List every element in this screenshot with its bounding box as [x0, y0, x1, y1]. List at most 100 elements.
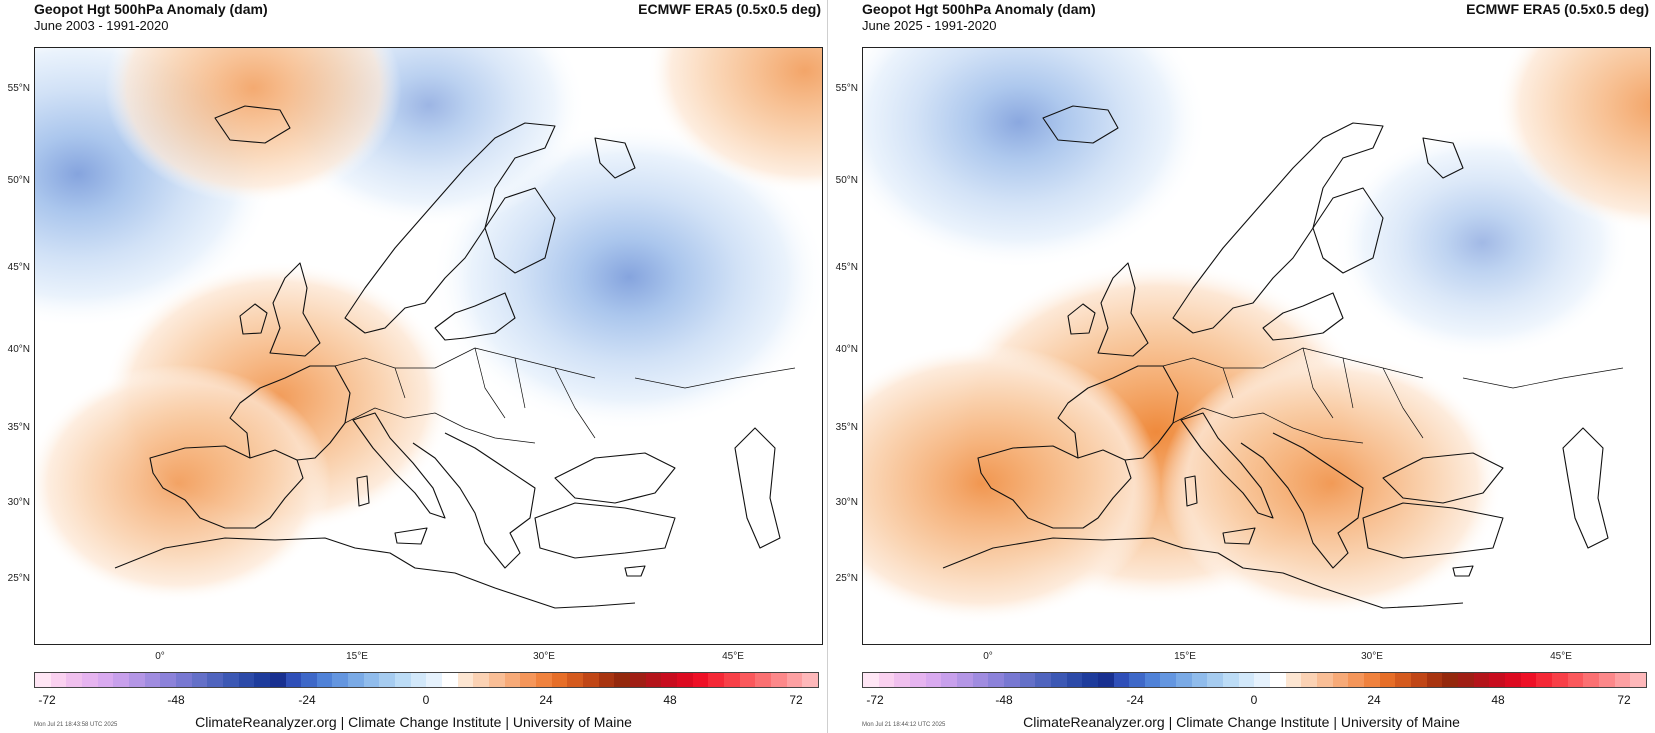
colorbar-swatch [160, 673, 176, 687]
colorbar-tick: 24 [1367, 693, 1381, 707]
colorbar-swatch [645, 673, 662, 687]
negative-anomaly-area [863, 48, 1208, 270]
colorbar-swatch [316, 673, 333, 687]
colorbar-swatch [81, 673, 98, 687]
coastline-sicily [1222, 527, 1256, 545]
lat-label-55n: 55°N [7, 83, 30, 94]
colorbar-tick: 24 [539, 693, 553, 707]
coastline-north-africa [942, 537, 1464, 609]
colorbar-swatch [457, 673, 474, 687]
colorbar-swatch [113, 673, 129, 687]
colorbar-tick: -24 [298, 693, 316, 707]
colorbar-swatch [692, 673, 709, 687]
colorbar-swatch [941, 673, 957, 687]
colorbar-swatch [1551, 673, 1568, 687]
colorbar-swatch [708, 673, 724, 687]
colorbar-swatch [755, 673, 771, 687]
colorbar-swatch [1410, 673, 1427, 687]
colorbar-tick: -24 [1126, 693, 1144, 707]
colorbar-swatch [1457, 673, 1474, 687]
colorbar-swatch [269, 673, 286, 687]
lon-label-0: 0° [155, 651, 165, 662]
colorbar-swatch [1489, 673, 1505, 687]
coastlines [942, 105, 1624, 609]
data-source-label: ECMWF ERA5 (0.5x0.5 deg) [1466, 1, 1649, 17]
colorbar-swatch [567, 673, 583, 687]
coastline-iberia [149, 445, 304, 529]
colorbar-tick: 0 [1250, 693, 1258, 707]
colorbar-swatch [35, 673, 51, 687]
colorbar-swatch [1003, 673, 1020, 687]
colorbar-swatch [191, 673, 208, 687]
colorbar-swatch [972, 673, 989, 687]
colorbar-swatch [50, 673, 67, 687]
colorbar-tick: 72 [1617, 693, 1631, 707]
render-timestamp: Mon Jul 21 18:44:12 UTC 2025 [862, 722, 946, 728]
colorbar-swatch [1176, 673, 1192, 687]
positive-anomaly-area [647, 48, 822, 194]
lat-label-45n: 45°N [7, 262, 30, 273]
border-lines [334, 347, 796, 444]
coastline-caspian [1562, 427, 1609, 549]
lon-label-45e: 45°E [722, 651, 744, 662]
colorbar-swatch [489, 673, 505, 687]
colorbar-swatch [332, 673, 349, 687]
colorbar-swatch [1113, 673, 1130, 687]
colorbar-swatch [1144, 673, 1161, 687]
colorbar-swatch [207, 673, 223, 687]
footer-credit: ClimateReanalyzer.org | Climate Change I… [1023, 714, 1460, 730]
colorbar-swatch [1332, 673, 1349, 687]
map-panel-june-2003: Geopot Hgt 500hPa Anomaly (dam) June 200… [0, 0, 827, 733]
coastline-scandinavia [344, 122, 556, 334]
colorbar-swatch [1301, 673, 1318, 687]
anomaly-map-svg [863, 48, 1650, 644]
lon-label-0: 0° [983, 651, 993, 662]
coastline-britain [1097, 262, 1149, 357]
colorbar-swatch [1129, 673, 1145, 687]
data-source-label: ECMWF ERA5 (0.5x0.5 deg) [638, 1, 821, 17]
coastline-black-sea [554, 452, 676, 504]
coastline-scandinavia [1172, 122, 1384, 334]
colorbar-swatch [536, 673, 552, 687]
colorbar-swatch [1364, 673, 1380, 687]
colorbar-swatch [348, 673, 364, 687]
colorbar-swatch [802, 673, 818, 687]
colorbar-swatch [598, 673, 615, 687]
lat-label-55n: 55°N [835, 83, 858, 94]
coastline-italy [352, 412, 446, 519]
lat-label-30n: 30°N [7, 497, 30, 508]
coastline-baltic [434, 292, 516, 341]
colorbar-swatch [175, 673, 192, 687]
colorbar-swatch [1160, 673, 1177, 687]
colorbar-swatch [1238, 673, 1255, 687]
colorbar-tick: 48 [663, 693, 677, 707]
lon-label-45e: 45°E [1550, 651, 1572, 662]
map-subtitle: June 2003 - 1991-2020 [34, 18, 169, 33]
negative-anomaly-area [431, 123, 822, 432]
colorbar-swatch [1270, 673, 1286, 687]
coastlines [114, 105, 796, 609]
lon-label-30e: 30°E [533, 651, 555, 662]
colorbar-swatch [676, 673, 693, 687]
coastline-north-africa [114, 537, 636, 609]
colorbar-swatch [1050, 673, 1067, 687]
positive-anomaly-area [1495, 48, 1650, 232]
colorbar-swatch [551, 673, 568, 687]
anomaly-map [862, 47, 1651, 645]
colorbar-swatch [1379, 673, 1396, 687]
map-title: Geopot Hgt 500hPa Anomaly (dam) [862, 1, 1096, 17]
lat-label-25n: 25°N [7, 573, 30, 584]
colorbar-swatch [1598, 673, 1615, 687]
colorbar-swatch [878, 673, 895, 687]
map-subtitle: June 2025 - 1991-2020 [862, 18, 997, 33]
coastline-france [1057, 365, 1179, 461]
coastline-cyprus [624, 565, 646, 577]
colorbar-swatch [395, 673, 411, 687]
colorbar-swatch [379, 673, 396, 687]
colorbar-swatch [1097, 673, 1114, 687]
coastline-balkans [1240, 432, 1364, 569]
colorbar-swatch [1536, 673, 1552, 687]
colorbar-swatch [442, 673, 458, 687]
colorbar-swatch [301, 673, 317, 687]
colorbar-swatch [739, 673, 756, 687]
